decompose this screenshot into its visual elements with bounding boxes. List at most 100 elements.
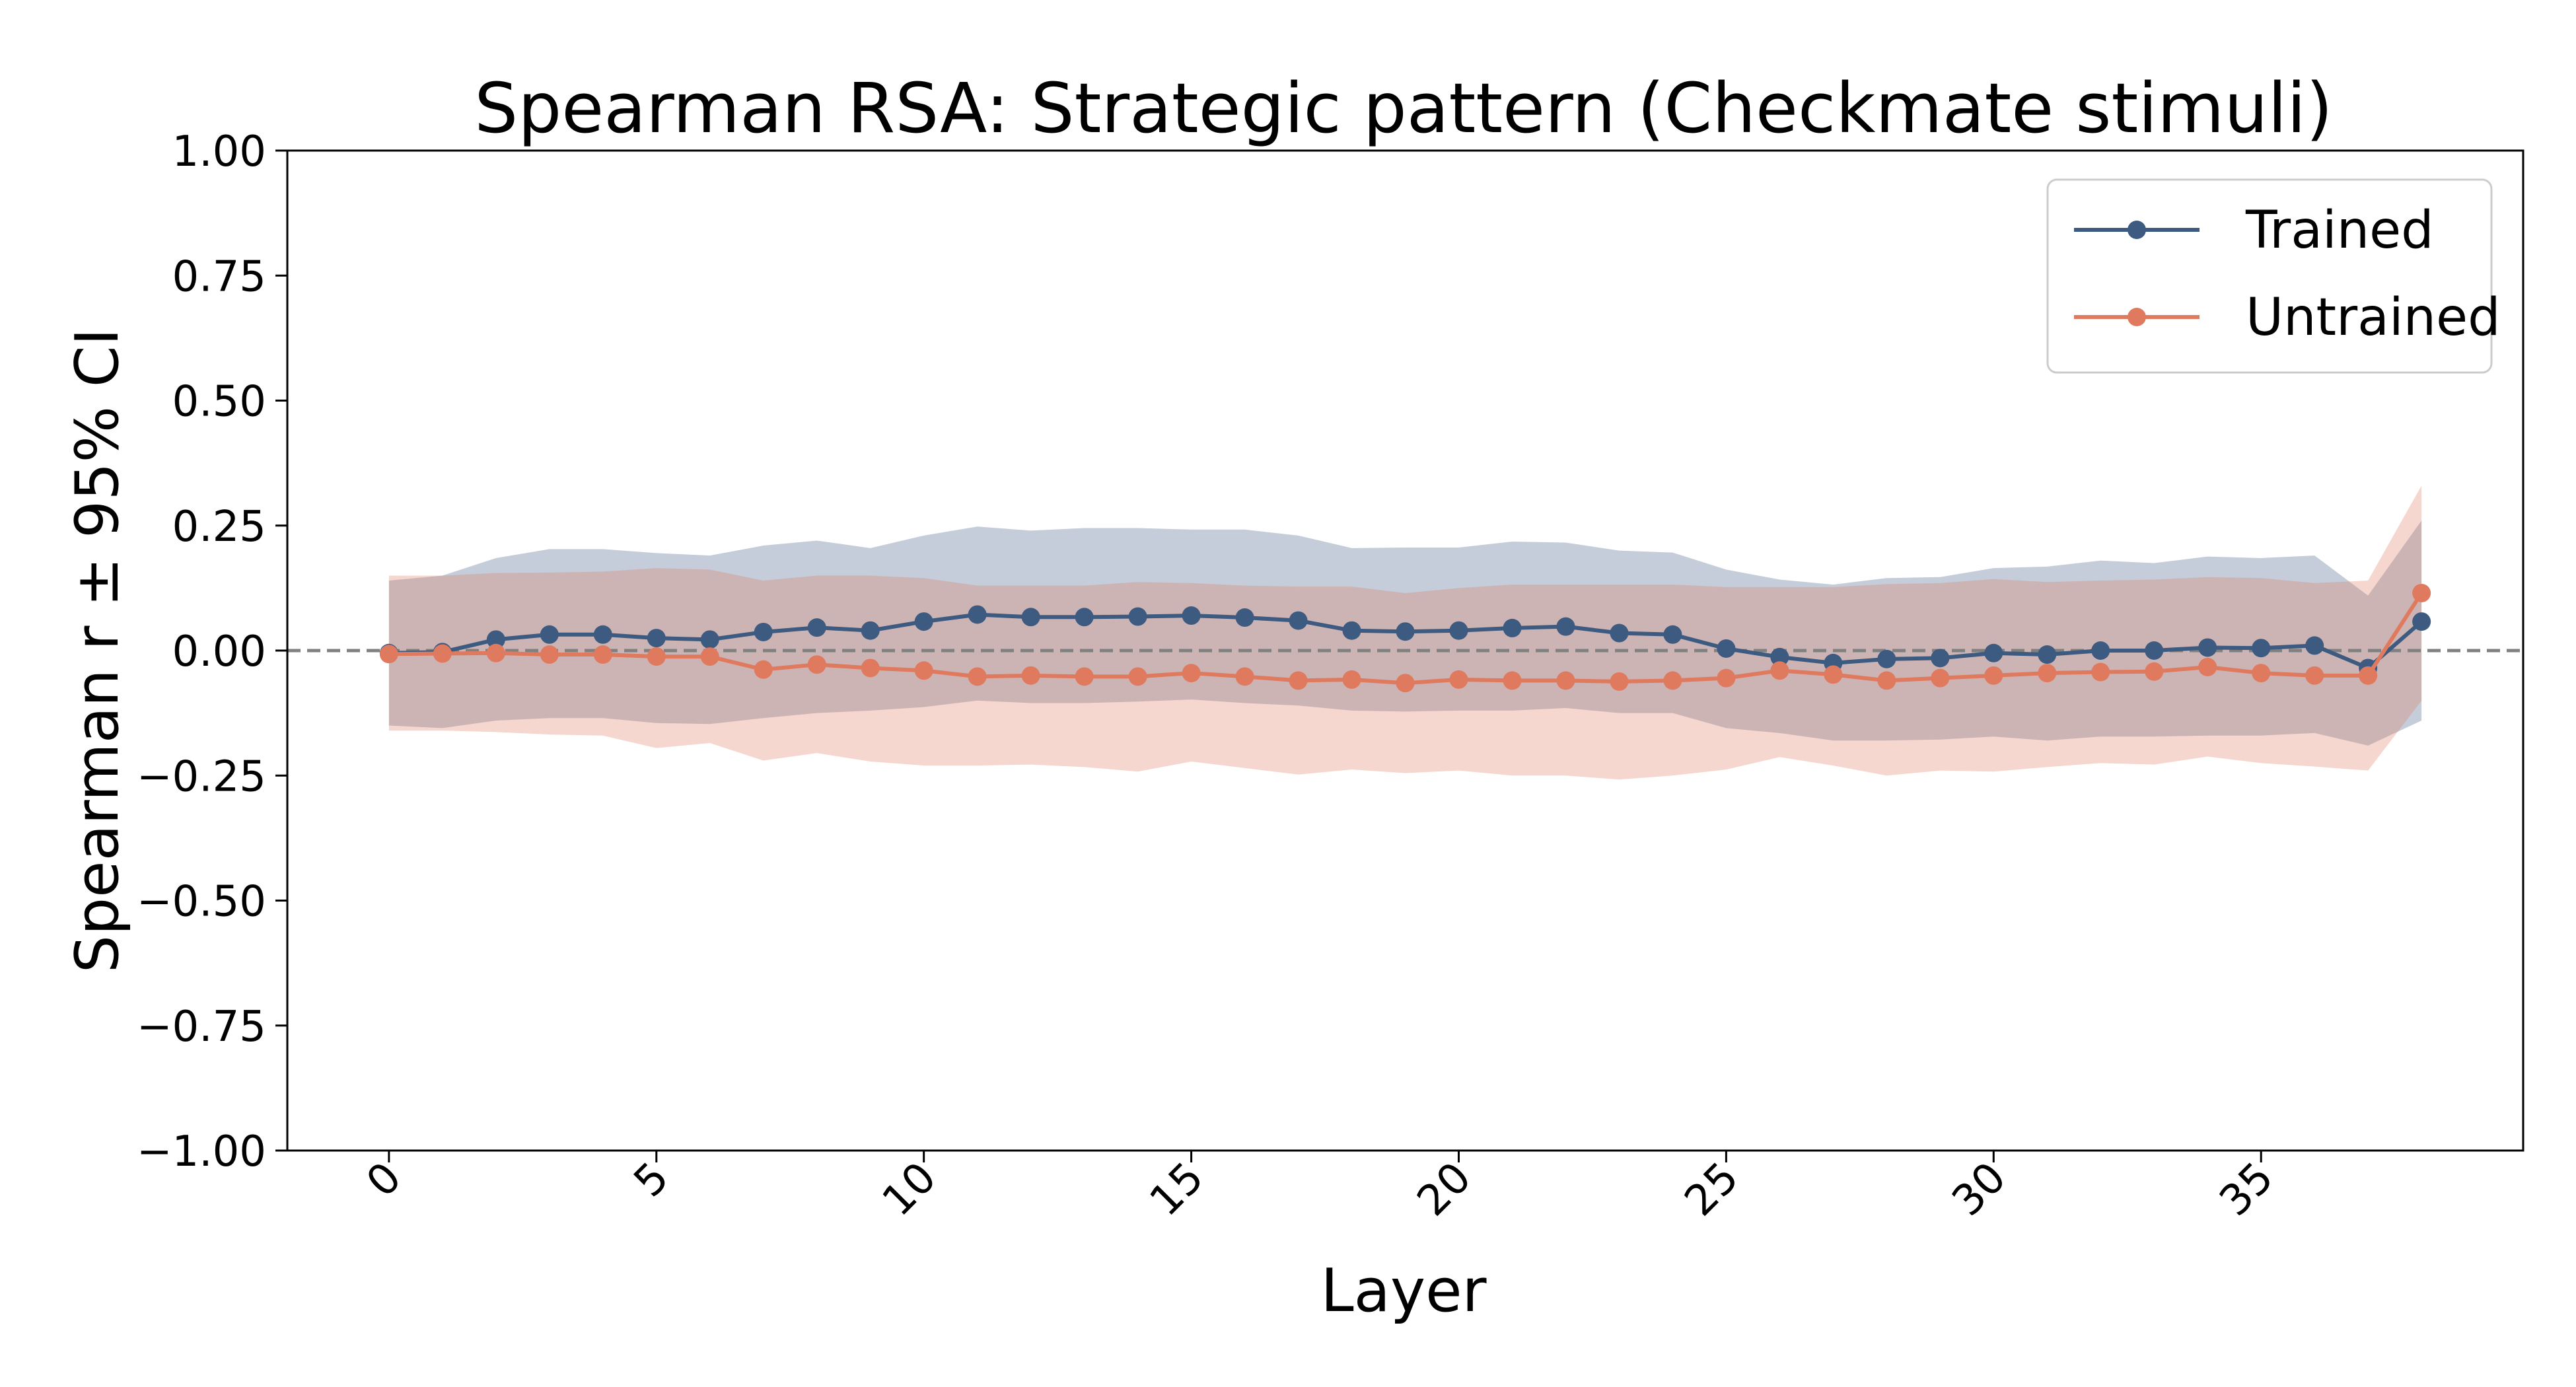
data-point-untrained bbox=[593, 645, 612, 664]
data-point-untrained bbox=[2038, 664, 2057, 683]
series-layer bbox=[379, 583, 2431, 693]
data-point-untrained bbox=[1824, 665, 1843, 684]
data-point-trained bbox=[486, 630, 505, 649]
chart-title: Spearman RSA: Strategic pattern (Checkma… bbox=[474, 68, 2332, 149]
data-point-untrained bbox=[914, 661, 933, 680]
y-tick-label: −1.00 bbox=[137, 1127, 266, 1176]
data-point-untrained bbox=[2198, 657, 2217, 676]
data-point-untrained bbox=[2412, 583, 2431, 602]
data-point-untrained bbox=[2252, 664, 2271, 683]
data-point-trained bbox=[1182, 606, 1201, 625]
data-point-untrained bbox=[1182, 664, 1201, 683]
data-point-trained bbox=[700, 630, 719, 649]
data-point-untrained bbox=[1342, 670, 1361, 689]
data-point-trained bbox=[1984, 643, 2003, 662]
data-point-trained bbox=[1610, 623, 1629, 643]
data-point-trained bbox=[1342, 621, 1361, 640]
data-point-untrained bbox=[540, 645, 559, 664]
data-point-untrained bbox=[1931, 668, 1950, 688]
x-tick-label: 0 bbox=[357, 1153, 411, 1207]
y-tick-label: 0.75 bbox=[172, 252, 267, 301]
data-point-untrained bbox=[433, 644, 452, 663]
data-point-untrained bbox=[1877, 671, 1896, 690]
data-point-trained bbox=[540, 625, 559, 644]
legend-entry-trained: Trained bbox=[2074, 201, 2434, 260]
x-tick-label: 30 bbox=[1943, 1153, 2016, 1226]
data-point-trained bbox=[914, 612, 933, 631]
data-point-trained bbox=[861, 621, 880, 640]
data-point-trained bbox=[1449, 621, 1468, 640]
data-point-untrained bbox=[2091, 662, 2110, 682]
legend-marker-untrained bbox=[2128, 308, 2146, 326]
data-point-untrained bbox=[1610, 672, 1629, 691]
data-point-trained bbox=[593, 625, 612, 644]
data-point-untrained bbox=[1075, 667, 1094, 686]
data-point-trained bbox=[1556, 617, 1575, 636]
data-point-untrained bbox=[807, 655, 826, 674]
y-axis: 1.00 0.75 0.50 0.25 0.00 −0.25 −0.50 −0.75 −1.00 bbox=[137, 127, 287, 1176]
y-tick-label: 0.25 bbox=[172, 503, 267, 551]
data-point-untrained bbox=[1289, 671, 1308, 690]
x-tick-label: 25 bbox=[1676, 1153, 1748, 1226]
y-tick-label: 1.00 bbox=[172, 127, 267, 176]
x-tick-label: 35 bbox=[2211, 1153, 2283, 1226]
x-tick-label: 20 bbox=[1408, 1153, 1481, 1226]
x-tick-label: 5 bbox=[625, 1153, 678, 1207]
data-point-untrained bbox=[700, 647, 719, 666]
data-point-untrained bbox=[1128, 667, 1147, 686]
data-point-trained bbox=[754, 622, 773, 641]
data-point-trained bbox=[2412, 612, 2431, 631]
data-point-trained bbox=[1663, 625, 1682, 644]
data-point-trained bbox=[1770, 647, 1789, 666]
data-point-trained bbox=[2305, 636, 2324, 655]
data-point-untrained bbox=[754, 660, 773, 679]
data-point-trained bbox=[1289, 611, 1308, 630]
data-point-untrained bbox=[2305, 666, 2324, 685]
legend-entry-untrained: Untrained bbox=[2074, 288, 2501, 347]
data-point-untrained bbox=[1021, 666, 1040, 685]
data-point-trained bbox=[2091, 641, 2110, 660]
data-point-trained bbox=[1717, 639, 1736, 658]
data-point-untrained bbox=[1663, 671, 1682, 690]
y-tick-label: 0.00 bbox=[172, 627, 267, 676]
y-tick-label: −0.75 bbox=[137, 1003, 266, 1051]
data-point-trained bbox=[647, 629, 666, 648]
legend-marker-trained bbox=[2128, 221, 2146, 239]
legend-label-trained: Trained bbox=[2245, 201, 2434, 260]
data-point-trained bbox=[968, 605, 987, 624]
data-point-untrained bbox=[1503, 671, 1522, 690]
x-tick-label: 10 bbox=[873, 1153, 946, 1226]
x-tick-label: 15 bbox=[1141, 1153, 1213, 1226]
x-axis-label: Layer bbox=[1321, 1256, 1487, 1326]
data-point-untrained bbox=[1235, 667, 1254, 686]
data-point-trained bbox=[1503, 618, 1522, 637]
data-point-trained bbox=[1075, 608, 1094, 627]
series-untrained bbox=[379, 583, 2431, 693]
data-point-untrained bbox=[486, 643, 505, 662]
y-axis-label: Spearman r ± 95% CI bbox=[63, 328, 132, 973]
x-axis: 0 5 10 15 20 25 30 35 bbox=[357, 1151, 2283, 1226]
data-point-trained bbox=[807, 618, 826, 637]
data-point-untrained bbox=[647, 647, 666, 666]
data-point-trained bbox=[2145, 641, 2164, 660]
y-tick-label: −0.50 bbox=[137, 878, 266, 927]
data-point-untrained bbox=[968, 667, 987, 686]
data-point-trained bbox=[2038, 645, 2057, 664]
y-tick-label: 0.50 bbox=[172, 378, 267, 427]
data-point-untrained bbox=[2359, 666, 2378, 685]
data-point-trained bbox=[2198, 638, 2217, 657]
legend: Trained Untrained bbox=[2046, 178, 2501, 374]
data-point-untrained bbox=[861, 658, 880, 678]
data-point-trained bbox=[1235, 608, 1254, 627]
data-point-untrained bbox=[1770, 661, 1789, 680]
data-point-trained bbox=[1396, 622, 1415, 641]
y-tick-label: −0.25 bbox=[137, 752, 266, 801]
data-point-untrained bbox=[1717, 668, 1736, 688]
data-point-untrained bbox=[1449, 670, 1468, 689]
data-point-untrained bbox=[1396, 674, 1415, 693]
data-point-untrained bbox=[1556, 671, 1575, 690]
data-point-trained bbox=[1021, 608, 1040, 627]
data-point-trained bbox=[1128, 607, 1147, 626]
data-point-untrained bbox=[2145, 662, 2164, 681]
